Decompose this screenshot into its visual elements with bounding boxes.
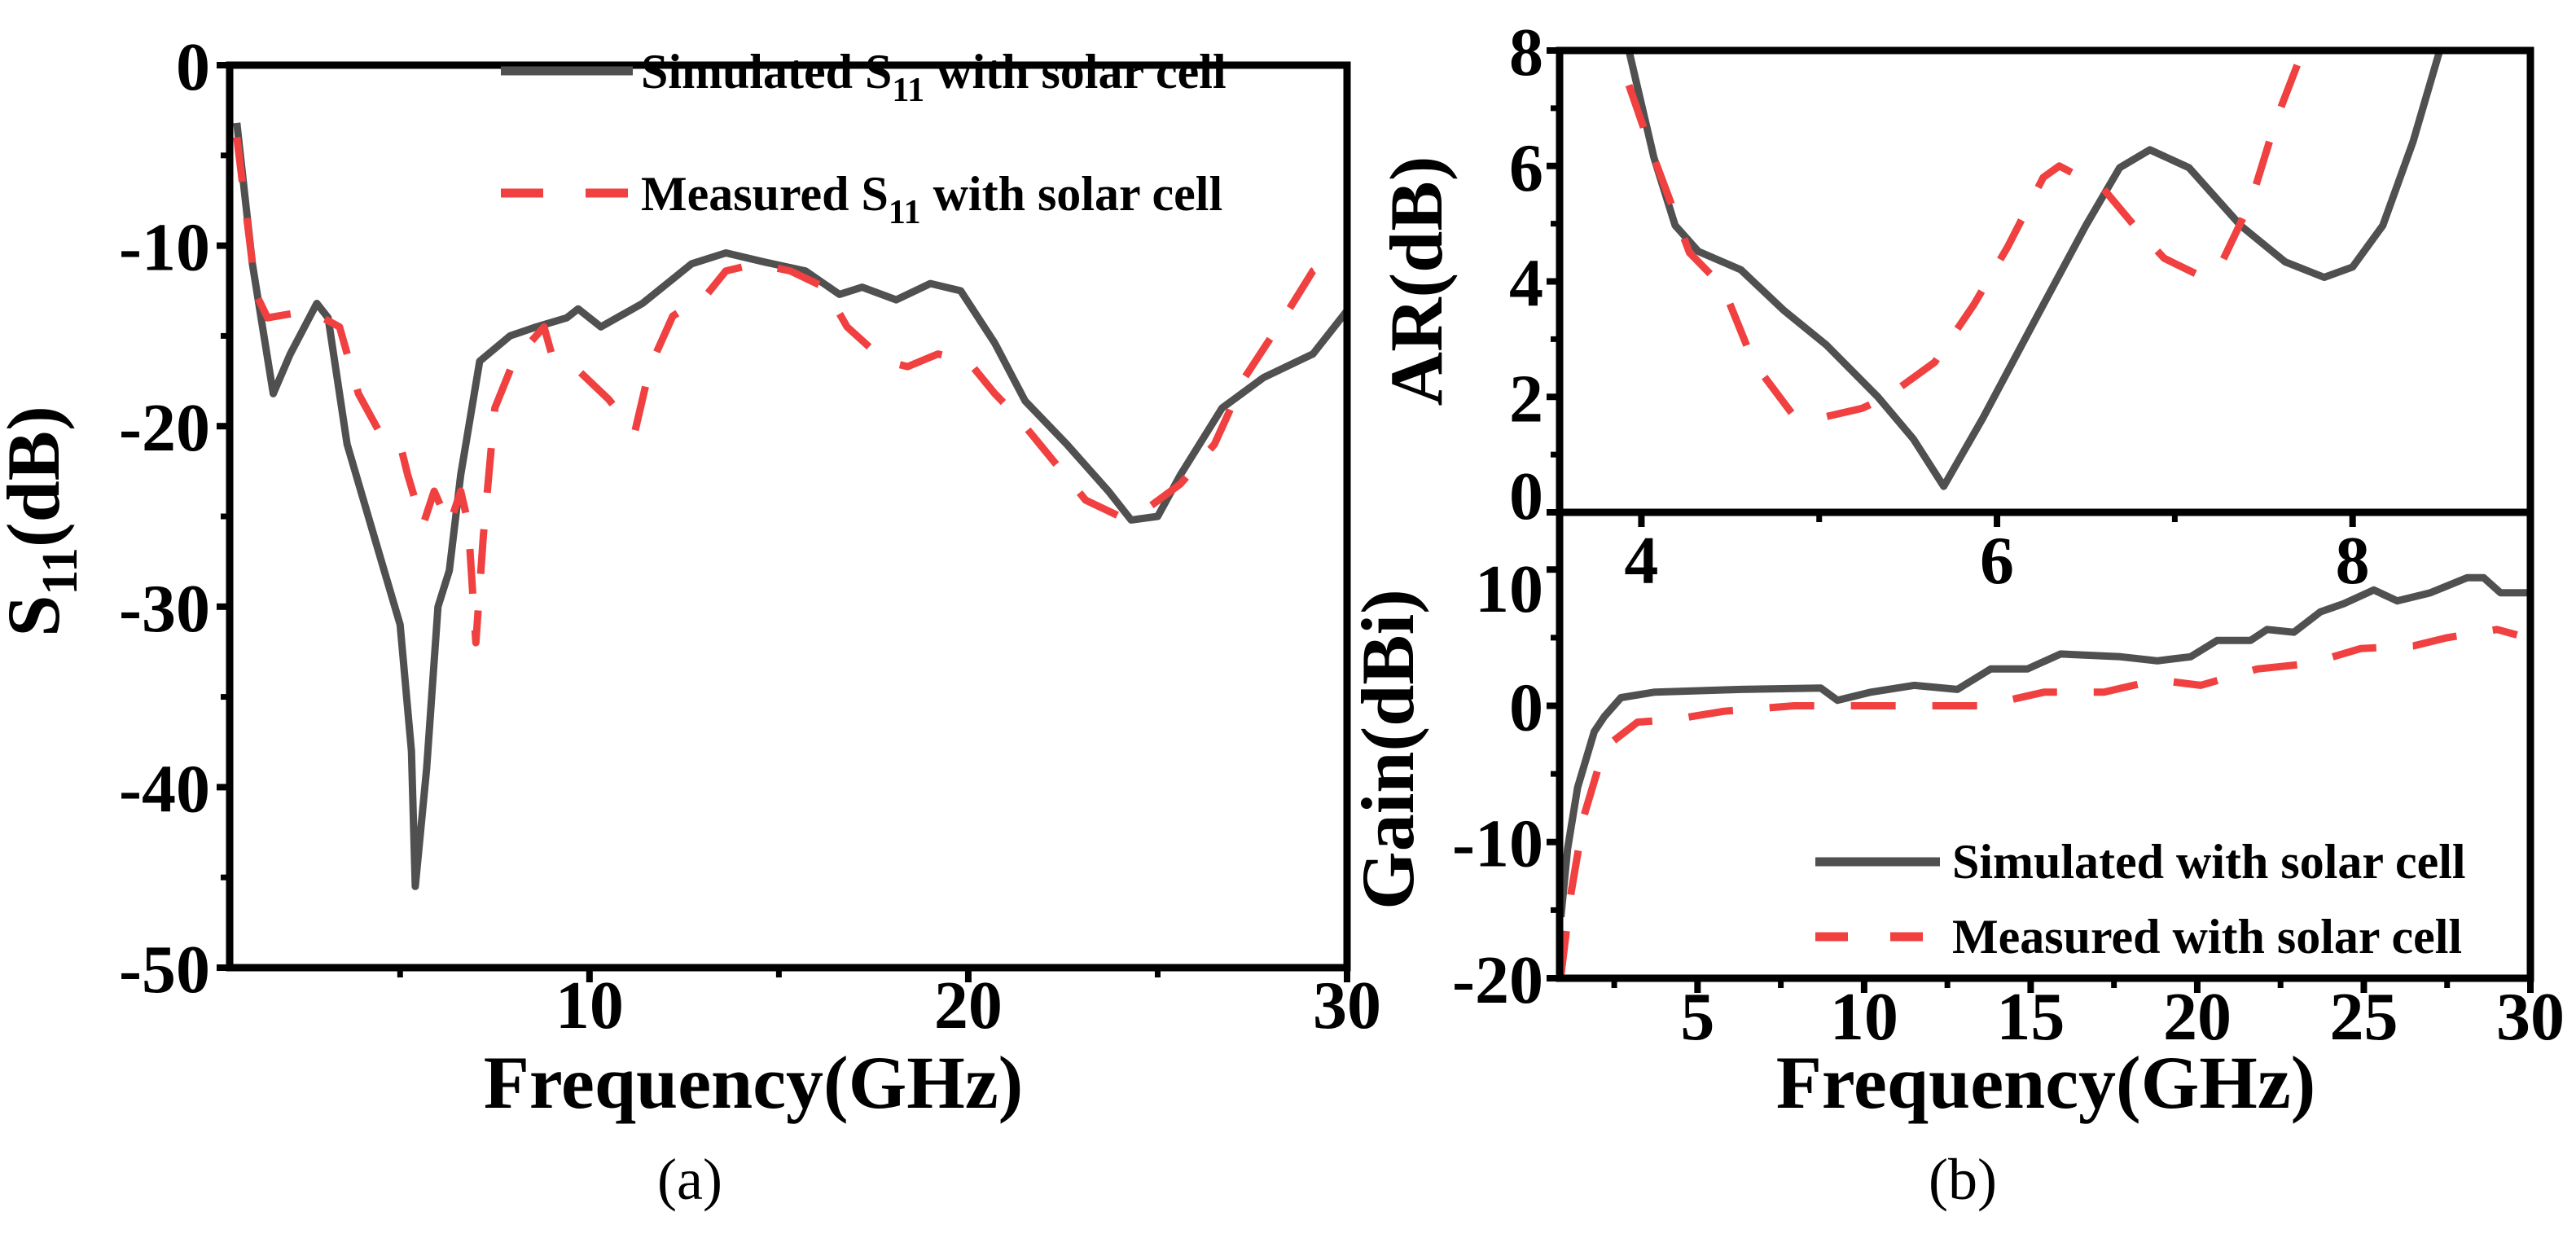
gain-plot-frame — [1556, 508, 2534, 982]
gain-legend: Simulated with solar cell Measured with … — [1815, 835, 2466, 964]
legend-label-measured: Measured with solar cell — [1952, 910, 2462, 964]
ar-series-simulated-line — [1625, 51, 2444, 490]
s11-series-measured-line — [233, 137, 1342, 647]
gain-panel: 5 10 15 20 25 30 10 0 -10 -20 Frequency(GHz) Gain… — [1346, 508, 2565, 1212]
gain-y-tick-label: 10 — [1475, 551, 1543, 627]
gain-y-axis-label: Gain(dBi) — [1346, 589, 1429, 910]
caption-b: (b) — [1929, 1147, 1997, 1212]
s11-y-tick-label: -40 — [119, 751, 210, 827]
ar-y-tick-label: 2 — [1509, 361, 1543, 437]
gain-series-simulated-line — [1560, 573, 2530, 918]
gain-x-tick-label: 10 — [1830, 979, 1898, 1055]
s11-panel: 10 20 30 0 -10 -20 -30 -40 -50 Frequency(GHz) S1… — [0, 29, 1381, 1212]
legend-label-simulated: Simulated with solar cell — [1952, 835, 2466, 889]
s11-y-tick-label: -20 — [119, 390, 210, 466]
ar-x-tick-label: 6 — [1980, 523, 2014, 599]
s11-legend: Simulated S11 with solar cell Measured S… — [501, 45, 1227, 231]
ar-y-axis-label: AR(dB) — [1375, 156, 1458, 406]
s11-y-axis-label: S11(dB) — [0, 406, 88, 637]
s11-x-tick-label: 10 — [555, 968, 624, 1043]
ar-y-tick-label: 6 — [1509, 130, 1543, 206]
s11-y-tick-label: -30 — [119, 571, 210, 647]
gain-y-tick-label: -10 — [1452, 806, 1543, 882]
s11-series-simulated-line — [233, 122, 1347, 890]
s11-x-tick-label: 20 — [934, 968, 1003, 1043]
ar-y-tick-label: 0 — [1509, 459, 1543, 534]
s11-y-tick-label: 0 — [176, 29, 210, 105]
gain-x-tick-label: 30 — [2496, 979, 2565, 1055]
ar-x-tick-label: 8 — [2336, 523, 2370, 599]
gain-x-tick-label: 25 — [2329, 979, 2398, 1055]
ar-y-tick-label: 4 — [1509, 246, 1543, 322]
gain-series-measured-line — [1560, 626, 2518, 977]
ar-curves — [1625, 51, 2444, 490]
ar-panel: 4 6 8 0 2 4 6 8 AR(dB) — [1375, 15, 2534, 599]
legend-label-measured: Measured S11 with solar cell — [641, 167, 1222, 231]
ar-series-measured-line — [1625, 51, 2306, 422]
gain-x-tick-label: 5 — [1680, 979, 1714, 1055]
ar-y-tick-label: 8 — [1509, 15, 1543, 90]
ar-ticks: 4 6 8 0 2 4 6 8 — [1509, 15, 2370, 599]
gain-y-tick-label: 0 — [1509, 670, 1543, 745]
s11-y-tick-label: -10 — [119, 210, 210, 286]
gain-y-tick-label: -20 — [1452, 942, 1543, 1018]
gain-x-axis-label: Frequency(GHz) — [1776, 1041, 2316, 1124]
gain-x-tick-label: 15 — [1996, 979, 2065, 1055]
gain-x-tick-label: 20 — [2163, 979, 2232, 1055]
s11-x-axis-label: Frequency(GHz) — [484, 1041, 1024, 1124]
s11-curves — [233, 122, 1347, 890]
caption-a: (a) — [657, 1147, 722, 1212]
ar-x-tick-label: 4 — [1624, 523, 1658, 599]
ar-plot-frame — [1556, 46, 2534, 516]
gain-ticks: 5 10 15 20 25 30 10 0 -10 -20 — [1452, 551, 2565, 1055]
legend-label-simulated: Simulated S11 with solar cell — [641, 45, 1227, 109]
s11-y-tick-label: -50 — [119, 932, 210, 1008]
gain-curves — [1560, 573, 2530, 977]
s11-ticks: 10 20 30 0 -10 -20 -30 -40 -50 — [119, 29, 1381, 1043]
s11-x-tick-label: 30 — [1313, 968, 1381, 1043]
